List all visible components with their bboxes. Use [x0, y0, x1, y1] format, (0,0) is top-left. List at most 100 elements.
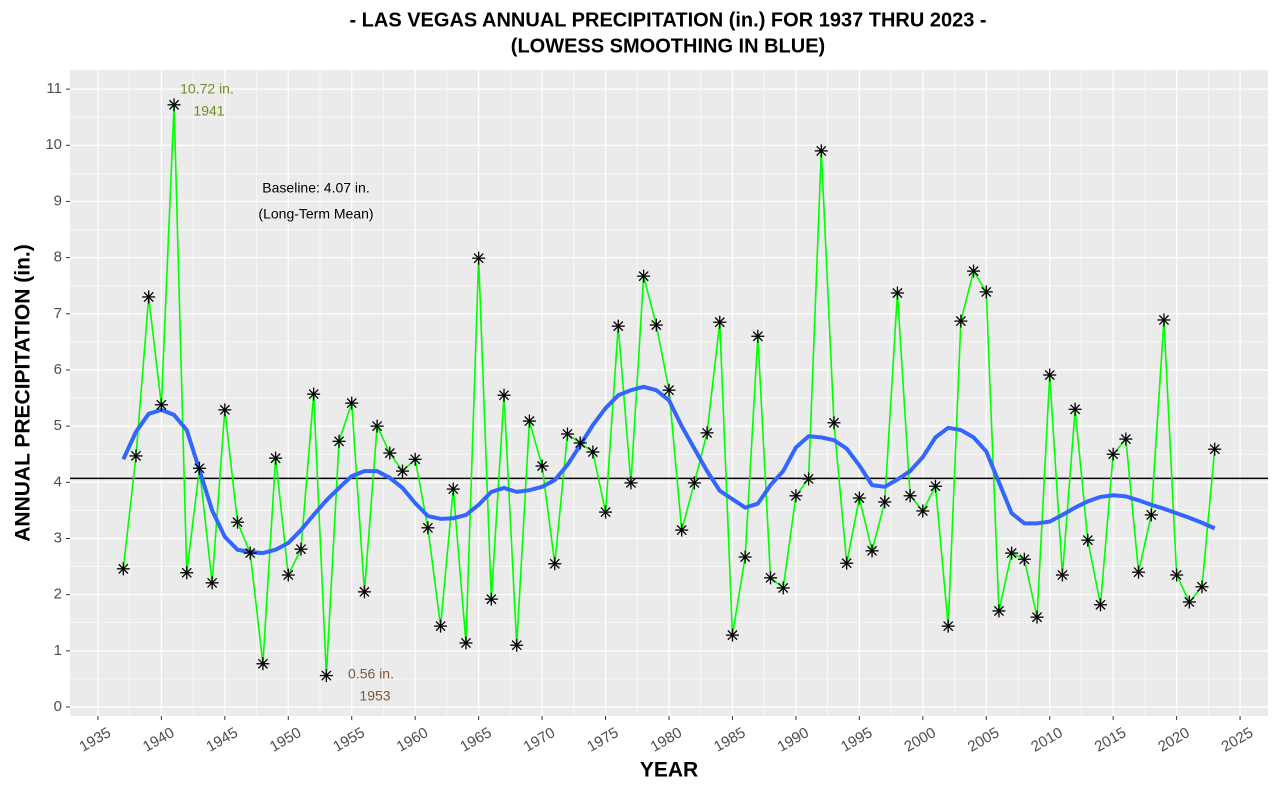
data-point: [307, 387, 321, 401]
marker-stroke: [1209, 444, 1220, 455]
data-point: [852, 491, 866, 505]
data-point: [599, 505, 613, 519]
marker-stroke: [1108, 449, 1119, 460]
data-point: [1081, 533, 1095, 547]
marker-stroke: [308, 389, 319, 400]
y-tick-label: 5: [54, 417, 62, 434]
y-tick-label: 11: [46, 80, 62, 97]
marker-stroke: [727, 630, 738, 641]
marker-stroke: [1120, 434, 1131, 445]
x-tick-label: 1950: [267, 724, 304, 755]
data-point: [154, 398, 168, 412]
marker-stroke: [384, 448, 395, 459]
marker-stroke: [968, 266, 979, 277]
data-point: [1068, 402, 1082, 416]
marker-stroke: [473, 253, 484, 264]
data-point: [649, 318, 663, 332]
marker-stroke: [905, 490, 916, 501]
marker-stroke: [245, 548, 256, 559]
data-point: [764, 571, 778, 585]
marker-stroke: [549, 558, 560, 569]
data-point: [205, 576, 219, 590]
y-axis-title: ANNUAL PRECIPITATION (in.): [12, 244, 35, 542]
data-point: [865, 544, 879, 558]
marker-stroke: [321, 670, 332, 681]
marker-stroke: [1171, 569, 1182, 581]
marker-stroke: [1006, 548, 1017, 559]
data-point: [1093, 598, 1107, 612]
x-tick-label: 1995: [838, 724, 875, 755]
marker-stroke: [1082, 535, 1093, 546]
data-point: [662, 383, 676, 397]
data-point: [700, 426, 714, 440]
data-point: [1106, 447, 1120, 461]
x-tick-label: 1955: [330, 724, 367, 755]
data-point: [345, 396, 359, 410]
marker-stroke: [257, 658, 268, 669]
x-tick-label: 1935: [77, 724, 114, 755]
marker-stroke: [765, 572, 776, 583]
data-point: [738, 550, 752, 564]
data-point: [776, 581, 790, 595]
data-point: [992, 604, 1006, 618]
data-point: [979, 285, 993, 299]
x-tick-label: 2020: [1155, 724, 1192, 755]
data-point: [167, 98, 181, 112]
marker-stroke: [1044, 369, 1055, 381]
marker-stroke: [397, 466, 408, 477]
data-point: [129, 449, 143, 463]
data-point: [192, 461, 206, 475]
data-point: [1055, 568, 1069, 582]
marker-stroke: [689, 477, 700, 488]
marker-stroke: [1146, 509, 1157, 520]
data-point: [408, 452, 422, 466]
data-point: [954, 314, 968, 328]
x-axis-title: YEAR: [640, 759, 698, 782]
marker-stroke: [270, 453, 281, 464]
marker-stroke: [917, 505, 928, 517]
data-point: [522, 414, 536, 428]
y-tick-label: 8: [54, 249, 62, 266]
marker-stroke: [575, 437, 586, 449]
data-point: [929, 479, 943, 493]
marker-stroke: [663, 385, 675, 396]
data-point: [916, 504, 930, 518]
y-tick-label: 9: [54, 192, 62, 209]
marker-stroke: [511, 640, 522, 651]
data-point: [827, 416, 841, 430]
marker-stroke: [1184, 596, 1195, 608]
data-point: [878, 495, 892, 509]
marker-stroke: [562, 428, 573, 440]
annotation: 10.72 in.: [180, 81, 234, 97]
data-point: [459, 636, 473, 650]
y-tick-label: 10: [45, 136, 62, 153]
x-tick-label: 1990: [774, 724, 811, 755]
data-point: [1030, 610, 1044, 624]
marker-stroke: [1057, 569, 1068, 581]
marker-stroke: [1070, 404, 1081, 415]
data-point: [1170, 568, 1184, 582]
x-tick-label: 1970: [521, 724, 558, 755]
data-point: [560, 427, 574, 441]
marker-stroke: [955, 316, 966, 327]
data-point: [1144, 508, 1158, 522]
marker-stroke: [943, 621, 954, 632]
data-point: [1208, 442, 1222, 456]
data-point: [535, 459, 549, 473]
data-point: [687, 476, 701, 490]
marker-stroke: [816, 145, 827, 156]
annotation: (Long-Term Mean): [258, 206, 373, 222]
marker-stroke: [448, 484, 459, 495]
y-tick-label: 2: [54, 586, 62, 603]
marker-stroke: [498, 390, 510, 401]
data-point: [269, 451, 283, 465]
data-point: [751, 329, 765, 343]
x-tick-label: 1945: [203, 724, 240, 755]
x-tick-label: 1985: [711, 724, 748, 755]
series-line: [121, 384, 1216, 556]
data-point: [142, 290, 156, 304]
chart-title: - LAS VEGAS ANNUAL PRECIPITATION (in.) F…: [349, 9, 986, 31]
marker-stroke: [651, 319, 662, 331]
y-tick-label: 0: [54, 698, 62, 715]
